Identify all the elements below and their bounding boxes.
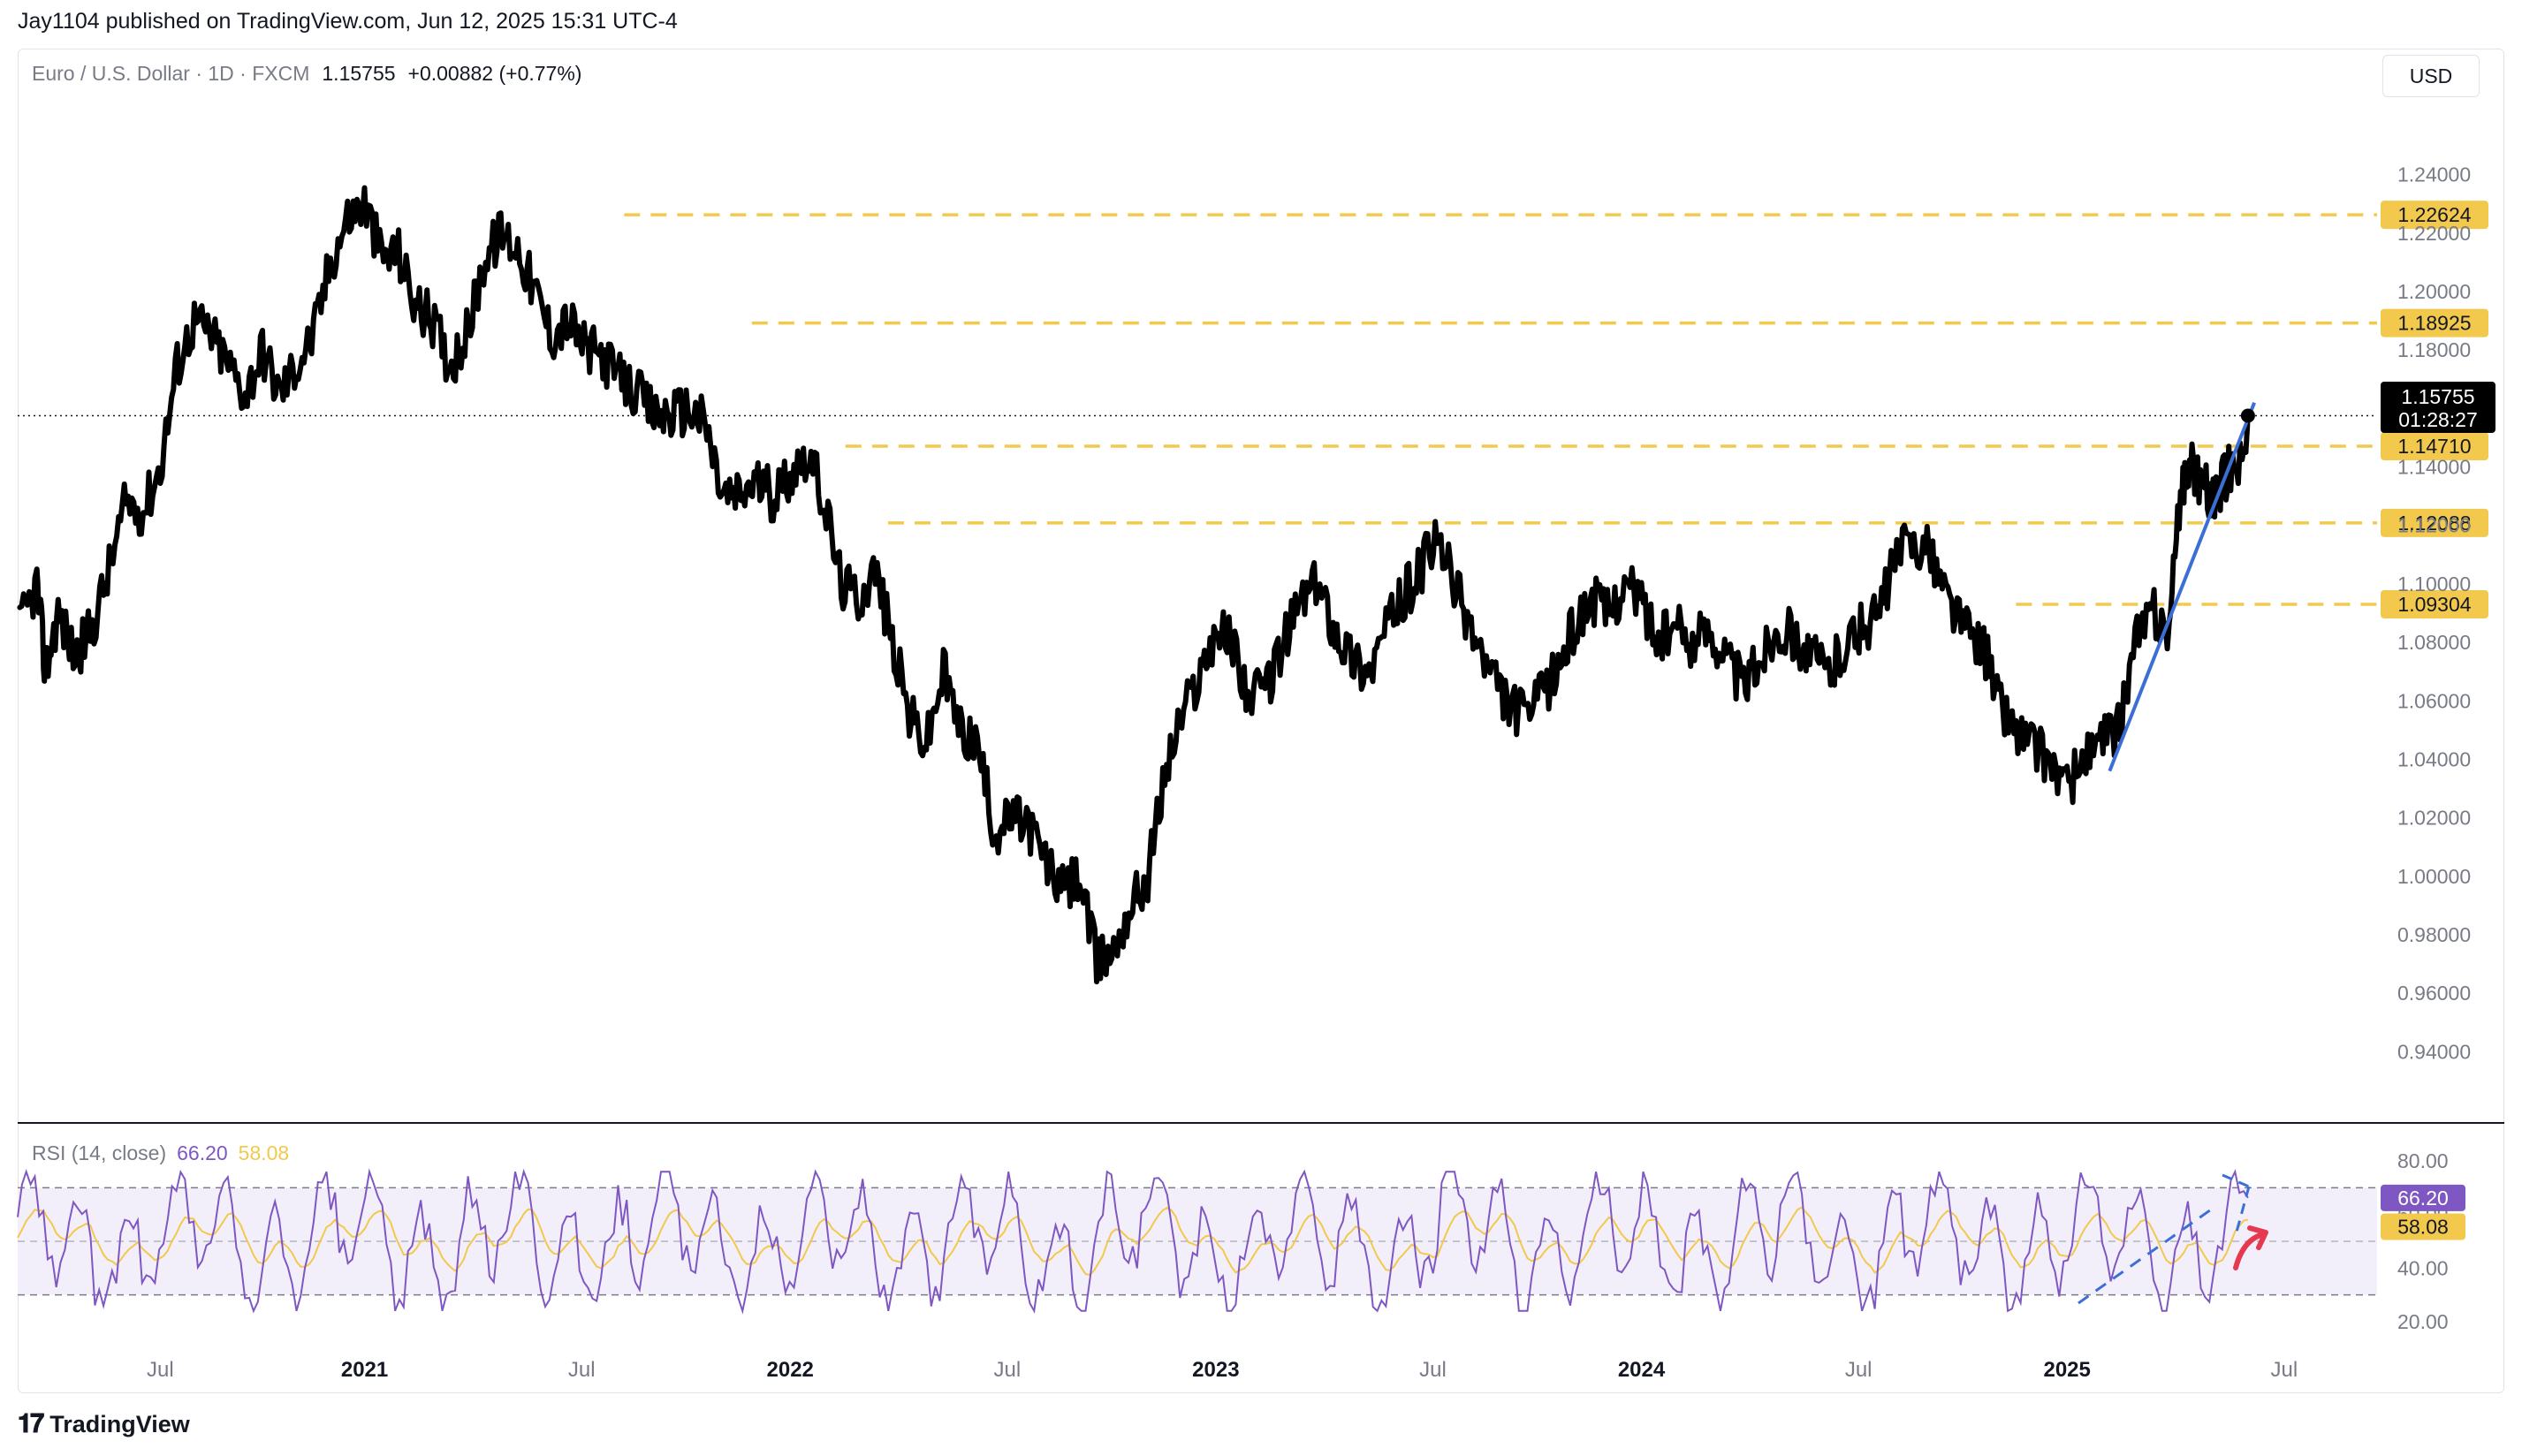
rsi-annotations[interactable] [2078,1173,2268,1305]
level-badge [2381,432,2488,461]
tradingview-logo-icon: 𝟏𝟕 [18,1410,44,1438]
price-line [17,185,2251,985]
level-badge [2381,308,2488,337]
rsi-tick-label: 40.00 [2397,1256,2449,1279]
level-badge [2381,201,2488,230]
trendline[interactable] [2108,402,2256,772]
x-tick-label: Jul [1419,1358,1447,1382]
currency-button[interactable]: USD [2382,55,2480,97]
rsi-ma-value-badge: 58.08 [2397,1216,2449,1239]
y-tick-label: 1.00000 [2397,865,2471,888]
rsi-trend-dashed-lower [2078,1206,2214,1305]
published-info: Jay1104 published on TradingView.com, Ju… [18,9,678,34]
y-tick-label: 1.20000 [2397,280,2471,303]
y-tick-label: 1.02000 [2397,807,2471,830]
y-tick-label: 1.10000 [2397,573,2471,595]
y-tick-label: 1.08000 [2397,631,2471,654]
last-price-badge: 1.15755 01:28:27 [2381,382,2495,433]
rsi-value-badge: 66.20 [2397,1187,2449,1210]
last-price-value: 1.15755 [2401,385,2474,408]
support-resistance-levels[interactable]: 1.22624 1.18925 1.14710 1.12088 1.09304 [624,201,2488,618]
x-tick-label: Jul [994,1358,1022,1382]
symbol-change: +0.00882 (+0.77%) [407,62,582,85]
arrow-head-icon [2247,1225,2268,1250]
rsi-ma-line [17,1206,2249,1277]
level-label: 1.18925 [2397,312,2471,335]
price-scale[interactable]: 1.240001.220001.200001.180001.160001.140… [2397,163,2471,1064]
y-tick-label: 1.12000 [2397,514,2471,537]
x-tick-label: Jul [568,1358,596,1382]
x-tick-label: 2024 [1618,1358,1666,1382]
x-tick-label: 2021 [341,1358,388,1382]
level-label: 1.22624 [2397,203,2471,226]
rsi-tick-label: 80.00 [2397,1149,2449,1172]
level-label: 1.12088 [2397,512,2471,535]
x-tick-label: 2023 [1192,1358,1239,1382]
level-badge [2381,589,2488,618]
y-tick-label: 1.06000 [2397,689,2471,712]
branding-text: TradingView [49,1411,190,1437]
symbol-legend[interactable]: Euro / U.S. Dollar · 1D · FXCM 1.15755 +0.… [32,62,581,86]
level-label: 1.14710 [2397,435,2471,458]
level-label: 1.09304 [2397,593,2471,616]
rsi-line [17,1168,2249,1315]
x-tick-label: Jul [2270,1358,2298,1382]
rsi-trend-dashed-right [2234,1186,2251,1236]
rsi-trend-dashed-upper [2222,1173,2250,1188]
y-tick-label: 1.04000 [2397,747,2471,770]
last-price-dot [2240,408,2255,423]
x-tick-label: Jul [147,1358,174,1382]
y-tick-label: 1.14000 [2397,456,2471,479]
reversal-arrow-icon [2233,1232,2263,1270]
level-badge [2381,508,2488,537]
tradingview-logo[interactable]: 𝟏𝟕 TradingView [18,1410,190,1439]
rsi-value-badges: 66.20 58.08 [2381,1184,2465,1240]
x-tick-label: 2022 [767,1358,814,1382]
rsi-tick-label: 20.00 [2397,1310,2449,1333]
rsi-label[interactable]: RSI (14, close) [32,1141,167,1164]
chart-frame[interactable] [18,49,2504,1393]
y-tick-label: 1.22000 [2397,222,2471,245]
symbol-price: 1.15755 [322,62,396,85]
symbol-title[interactable]: Euro / U.S. Dollar · 1D · FXCM [32,62,310,85]
time-scale[interactable]: Jul 2021 Jul 2022 Jul 2023 Jul 2024 Jul 2025 Jul [147,1358,2298,1382]
x-tick-label: 2025 [2043,1358,2090,1382]
x-tick-label: Jul [1845,1358,1873,1382]
rsi-value: 66.20 [177,1141,228,1164]
y-tick-label: 1.24000 [2397,163,2471,186]
y-tick-label: 0.96000 [2397,982,2471,1005]
y-tick-label: 1.18000 [2397,338,2471,361]
bar-countdown: 01:28:27 [2398,408,2478,431]
rsi-legend[interactable]: RSI (14, close) 66.20 58.08 [32,1141,289,1165]
y-tick-label: 0.94000 [2397,1040,2471,1063]
y-tick-label: 0.98000 [2397,923,2471,946]
rsi-ma-value: 58.08 [238,1141,290,1164]
